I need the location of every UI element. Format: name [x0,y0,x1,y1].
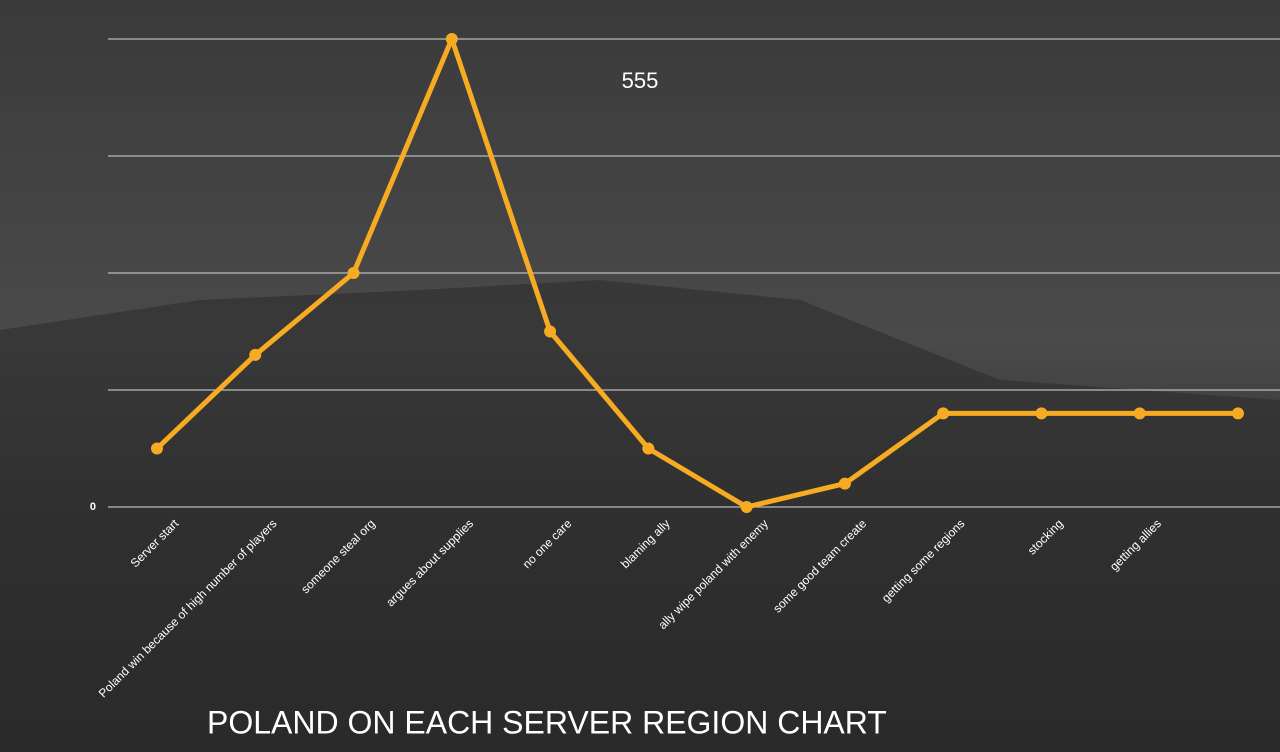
point [740,501,753,513]
point [151,442,163,455]
point [838,477,851,490]
mountains [0,280,1280,752]
point [1231,407,1244,420]
point [249,348,262,361]
point [445,33,458,45]
point [1035,407,1048,420]
point [937,407,950,420]
chart-title: POLAND ON EACH SERVER REGION CHART [207,704,887,740]
point [347,267,360,279]
annotation: 555 [622,68,659,93]
point [544,325,557,338]
line [155,36,1238,510]
y-tick-label: 0 [90,501,96,513]
point [1133,407,1146,420]
point [642,442,655,455]
